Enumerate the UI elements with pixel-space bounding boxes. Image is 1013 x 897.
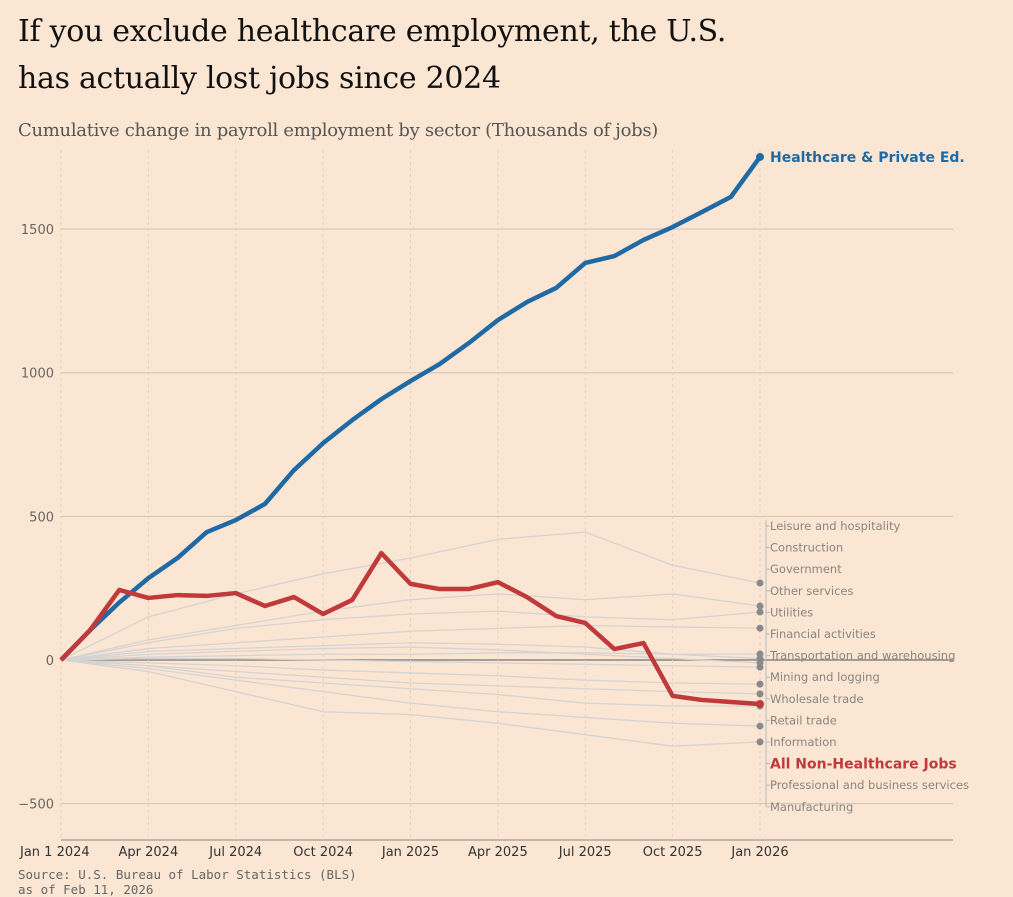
chart-subtitle: Cumulative change in payroll employment …: [18, 120, 658, 141]
sector-line: [60, 659, 761, 747]
sector-line: [60, 642, 761, 661]
sector-line: [60, 657, 761, 668]
x-tick-label: Jul 2024: [208, 845, 262, 860]
x-tick-label: Oct 2025: [643, 845, 703, 860]
sector-line: [60, 624, 761, 661]
y-tick-label: −500: [18, 798, 54, 813]
sector-label: Transportation and warehousing: [769, 649, 955, 663]
sector-label: Professional and business services: [770, 778, 969, 792]
sector-label: Information: [770, 735, 837, 749]
sector-end-dot: [756, 690, 764, 698]
source-date: as of Feb 11, 2026: [18, 882, 154, 897]
series-label: All Non-Healthcare Jobs: [770, 757, 957, 773]
sector-label: Leisure and hospitality: [770, 519, 901, 533]
x-tick-label: Apr 2024: [119, 845, 179, 860]
sector-line: [60, 659, 760, 707]
chart-title-text: If you exclude healthcare employment, th…: [18, 14, 727, 96]
sector-line: [60, 652, 761, 661]
sector-label: Government: [770, 562, 842, 576]
sector-line: [60, 659, 761, 695]
sector-label: Financial activities: [770, 627, 876, 641]
x-tick-label: Jan 2026: [730, 845, 788, 860]
sector-end-dot: [756, 663, 764, 671]
sector-line: [60, 593, 761, 661]
x-tick-label: Jan 2025: [381, 845, 439, 860]
y-tick-label: 500: [29, 510, 54, 525]
y-tick-label: 0: [46, 654, 54, 669]
source-text: Source: U.S. Bureau of Labor Statistics …: [18, 867, 357, 882]
sector-end-dot: [756, 738, 764, 746]
sector-line: [60, 646, 761, 664]
sector-end-dot: [756, 608, 764, 616]
sector-label: Other services: [770, 584, 854, 598]
y-tick-label: 1000: [21, 367, 54, 382]
sector-label: Retail trade: [770, 713, 837, 727]
series-label: Healthcare & Private Ed.: [770, 150, 965, 166]
series-line: [59, 550, 761, 707]
sector-end-dot: [756, 722, 764, 730]
sector-line: [60, 659, 761, 727]
sector-label: Utilities: [770, 605, 813, 619]
series-end-dot: [756, 152, 764, 161]
sector-line: [60, 531, 761, 661]
y-tick-label: 1500: [21, 223, 54, 238]
sector-line: [60, 659, 761, 685]
x-tick-label: Oct 2024: [293, 845, 353, 860]
x-tick-label: Jul 2025: [558, 845, 612, 860]
sector-end-dot: [756, 579, 764, 587]
series-end-dot: [756, 699, 764, 708]
sector-end-dot: [756, 680, 764, 688]
sector-label: Manufacturing: [770, 800, 853, 814]
series-line: [59, 155, 762, 662]
x-tick-label: Jan 1 2024: [19, 845, 90, 860]
sector-end-dot: [756, 602, 764, 610]
sector-label: Construction: [770, 541, 843, 555]
sector-label: Wholesale trade: [770, 692, 864, 706]
x-tick-label: Apr 2025: [468, 845, 528, 860]
sector-label: Mining and logging: [770, 670, 880, 684]
sector-line: [60, 610, 761, 661]
source-note: Source: U.S. Bureau of Labor Statistics …: [18, 867, 357, 897]
sector-end-dot: [756, 624, 764, 632]
chart-title: If you exclude healthcare employment, th…: [18, 8, 758, 102]
